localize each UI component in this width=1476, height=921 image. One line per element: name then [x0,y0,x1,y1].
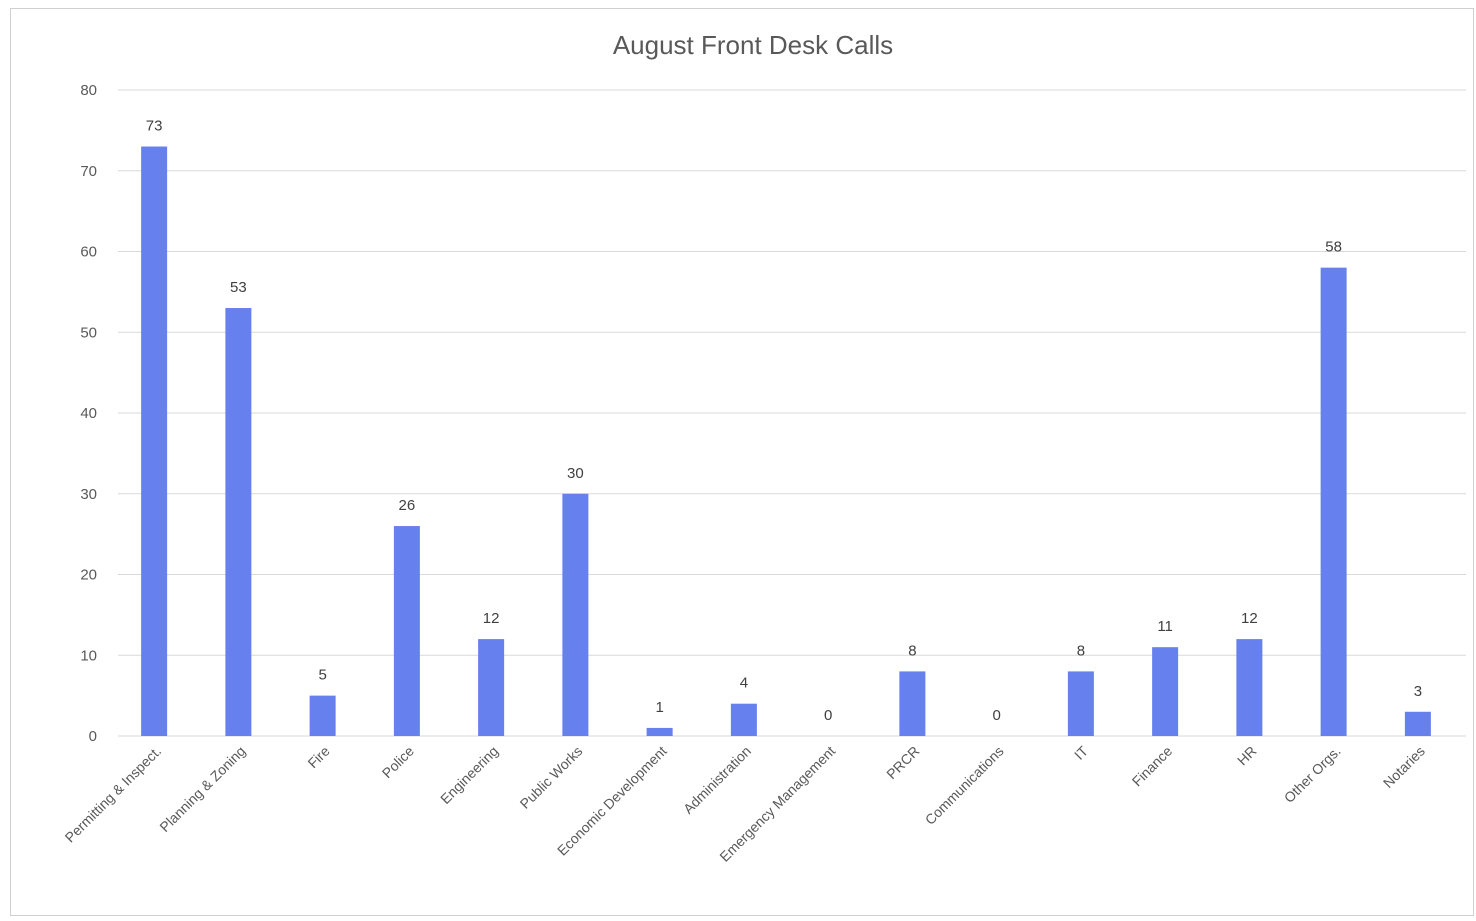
y-tick-label: 20 [80,567,97,584]
bar [478,639,505,736]
y-tick-label: 70 [80,163,97,180]
x-tick-label: Administration [680,743,754,817]
data-label: 73 [146,118,163,135]
data-label: 12 [1241,610,1258,627]
bar [1236,639,1263,736]
bar [1067,671,1094,736]
x-tick-label: Other Orgs. [1281,743,1344,806]
bar [393,526,420,736]
data-label: 30 [567,465,584,482]
data-label: 53 [230,279,247,296]
chart-title: August Front Desk Calls [613,30,893,60]
gridlines [118,89,1466,737]
x-tick-label: Fire [304,743,333,772]
bar [1320,267,1347,736]
data-label: 5 [318,667,326,684]
x-tick-label: Communications [922,743,1007,828]
bars [141,146,1431,736]
y-axis-ticks: 0 10 20 30 40 50 60 70 80 [80,82,97,745]
bar [141,146,168,736]
y-tick-label: 50 [80,324,97,341]
y-tick-label: 40 [80,405,97,422]
x-tick-label: IT [1071,742,1091,762]
bar [730,703,757,736]
data-label: 3 [1414,683,1422,700]
data-label: 12 [483,610,500,627]
y-tick-label: 80 [80,82,97,99]
bar [646,727,673,736]
data-label: 1 [655,699,663,716]
data-label: 4 [740,675,748,692]
x-tick-label: Public Works [517,743,586,812]
bar [225,308,252,736]
y-tick-label: 60 [80,244,97,261]
y-tick-label: 10 [80,647,97,664]
data-label: 8 [908,642,916,659]
bar [562,493,589,736]
data-label: 11 [1157,618,1173,635]
data-label: 26 [399,497,416,514]
bar [309,695,336,736]
x-tick-label: Finance [1129,743,1176,790]
data-label: 8 [1077,642,1085,659]
x-tick-label: Engineering [437,743,501,807]
bar [1404,711,1431,736]
x-tick-label: Planning & Zoning [156,743,248,835]
bar [1152,647,1179,736]
data-labels: 73 53 5 26 12 30 1 4 0 8 0 8 11 12 58 3 [146,118,1422,724]
y-tick-label: 0 [89,728,97,745]
x-tick-label: Notaries [1380,743,1428,791]
x-axis-categories: Permitting & Inspect.Planning & Zoning Fi… [62,742,1428,864]
data-label: 0 [824,707,832,724]
x-tick-label: Permitting & Inspect. [62,743,165,846]
x-tick-label: HR [1234,743,1260,769]
chart-frame [10,8,1474,916]
x-tick-label: PRCR [883,743,922,782]
bar [899,671,926,736]
x-tick-label: Police [379,743,417,781]
data-label: 0 [992,707,1000,724]
data-label: 58 [1325,239,1342,256]
y-tick-label: 30 [80,486,97,503]
